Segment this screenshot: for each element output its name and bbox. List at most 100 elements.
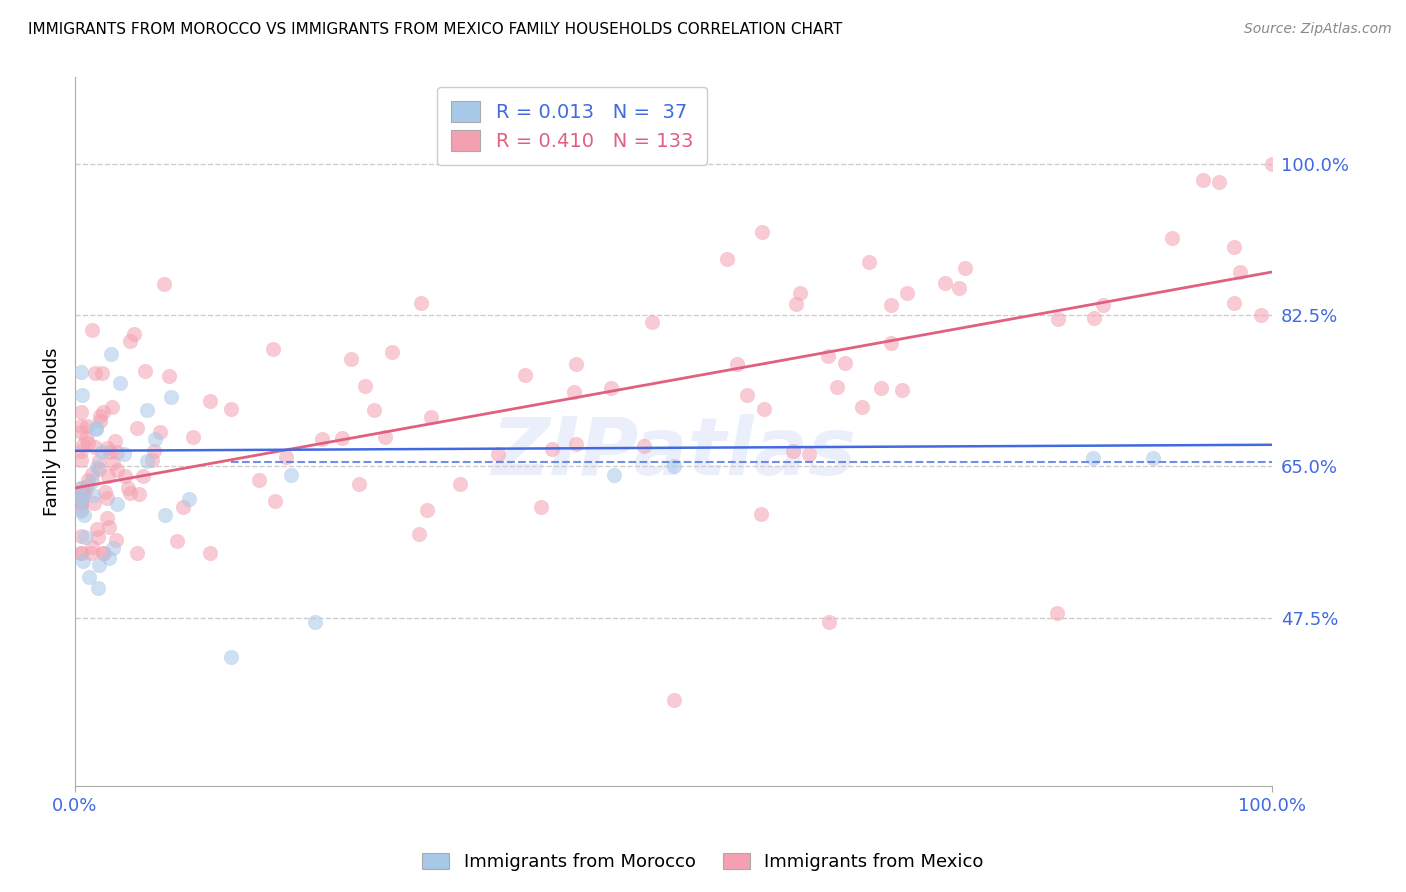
Point: [83, 440, 105, 454]
Point: [70, 504, 93, 518]
Point: [148, 425, 170, 440]
Point: [82, 540, 104, 554]
Point: [70, 486, 93, 500]
Point: [166, 534, 188, 549]
Point: [114, 469, 136, 483]
Point: [662, 459, 685, 474]
Point: [70, 425, 93, 440]
Point: [84, 422, 107, 436]
Point: [134, 364, 156, 378]
Point: [96, 442, 118, 456]
Point: [73, 485, 96, 500]
Point: [117, 481, 139, 495]
Point: [127, 420, 149, 434]
Point: [89, 414, 111, 428]
Point: [340, 352, 363, 367]
Point: [91, 546, 114, 560]
Point: [104, 434, 127, 448]
Point: [80, 323, 103, 337]
Point: [896, 286, 918, 301]
Point: [87, 558, 110, 572]
Point: [198, 394, 221, 409]
Point: [948, 281, 970, 295]
Point: [72, 553, 94, 567]
Point: [135, 454, 157, 468]
Point: [97, 520, 120, 534]
Point: [76, 418, 98, 433]
Point: [153, 508, 176, 522]
Point: [633, 439, 655, 453]
Point: [82, 488, 104, 502]
Point: [749, 507, 772, 521]
Point: [381, 345, 404, 359]
Point: [280, 468, 302, 483]
Point: [641, 315, 664, 329]
Point: [219, 649, 242, 664]
Point: [70, 481, 93, 495]
Point: [181, 429, 204, 443]
Point: [354, 378, 377, 392]
Point: [70, 453, 93, 467]
Point: [870, 381, 893, 395]
Point: [70, 388, 93, 402]
Point: [530, 500, 553, 514]
Point: [79, 570, 101, 584]
Point: [262, 342, 284, 356]
Point: [120, 485, 142, 500]
Point: [98, 445, 121, 459]
Point: [159, 390, 181, 404]
Point: [70, 492, 93, 507]
Point: [87, 581, 110, 595]
Point: [416, 503, 439, 517]
Point: [264, 493, 287, 508]
Point: [87, 530, 110, 544]
Point: [110, 376, 132, 390]
Point: [84, 421, 107, 435]
Point: [1250, 308, 1272, 322]
Point: [70, 502, 93, 516]
Point: [890, 384, 912, 398]
Point: [100, 347, 122, 361]
Point: [934, 277, 956, 291]
Point: [304, 615, 326, 629]
Point: [77, 436, 100, 450]
Point: [86, 459, 108, 474]
Point: [141, 453, 163, 467]
Legend: Immigrants from Morocco, Immigrants from Mexico: Immigrants from Morocco, Immigrants from…: [415, 846, 991, 879]
Point: [1223, 295, 1246, 310]
Point: [172, 500, 194, 515]
Point: [754, 402, 776, 417]
Point: [70, 495, 93, 509]
Point: [953, 260, 976, 275]
Point: [105, 463, 128, 477]
Point: [79, 546, 101, 560]
Point: [96, 510, 118, 524]
Point: [70, 366, 93, 380]
Point: [1161, 231, 1184, 245]
Point: [70, 491, 93, 505]
Point: [80, 467, 103, 482]
Point: [797, 447, 820, 461]
Point: [486, 447, 509, 461]
Point: [725, 358, 748, 372]
Point: [105, 445, 128, 459]
Point: [737, 388, 759, 402]
Point: [70, 491, 93, 506]
Point: [198, 546, 221, 560]
Point: [562, 384, 585, 399]
Point: [1047, 312, 1070, 326]
Point: [751, 225, 773, 239]
Point: [449, 476, 471, 491]
Point: [96, 491, 118, 506]
Point: [1083, 310, 1105, 325]
Point: [91, 445, 114, 459]
Point: [179, 491, 201, 506]
Point: [152, 277, 174, 291]
Point: [221, 401, 243, 416]
Text: Source: ZipAtlas.com: Source: ZipAtlas.com: [1244, 22, 1392, 37]
Point: [91, 405, 114, 419]
Point: [347, 476, 370, 491]
Point: [105, 497, 128, 511]
Point: [118, 334, 141, 349]
Point: [411, 295, 433, 310]
